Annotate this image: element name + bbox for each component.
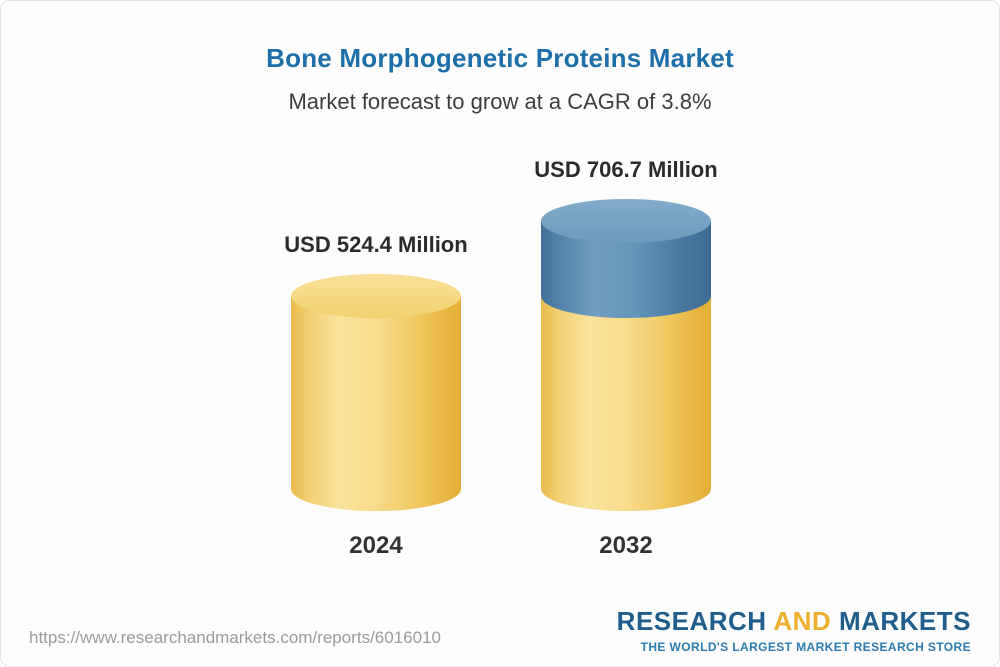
category-label-2032: 2032 [599,532,653,559]
logo-word-markets: MARKETS [838,606,971,636]
cylinder-2032-base-segment [541,296,711,511]
cylinder-2032-top-ellipse [541,199,711,243]
research-and-markets-logo: RESEARCH AND MARKETS THE WORLD'S LARGEST… [617,606,971,654]
cylinder-bar-2024 [291,274,461,511]
cylinder-2024-top-ellipse [291,274,461,318]
cylinder-2024-body [291,296,461,511]
logo-wordmark: RESEARCH AND MARKETS [617,606,971,637]
logo-word-and: AND [773,606,832,636]
report-url-text: https://www.researchandmarkets.com/repor… [29,628,441,647]
category-label-2024: 2024 [349,532,403,559]
cylinder-bar-2032 [541,199,711,511]
value-label-2024: USD 524.4 Million [284,232,468,257]
logo-tagline: THE WORLD'S LARGEST MARKET RESEARCH STOR… [640,640,971,654]
logo-word-research: RESEARCH [616,606,767,636]
value-label-2032: USD 706.7 Million [534,157,718,182]
chart-title: Bone Morphogenetic Proteins Market [266,43,734,73]
chart-subtitle: Market forecast to grow at a CAGR of 3.8… [288,89,712,114]
